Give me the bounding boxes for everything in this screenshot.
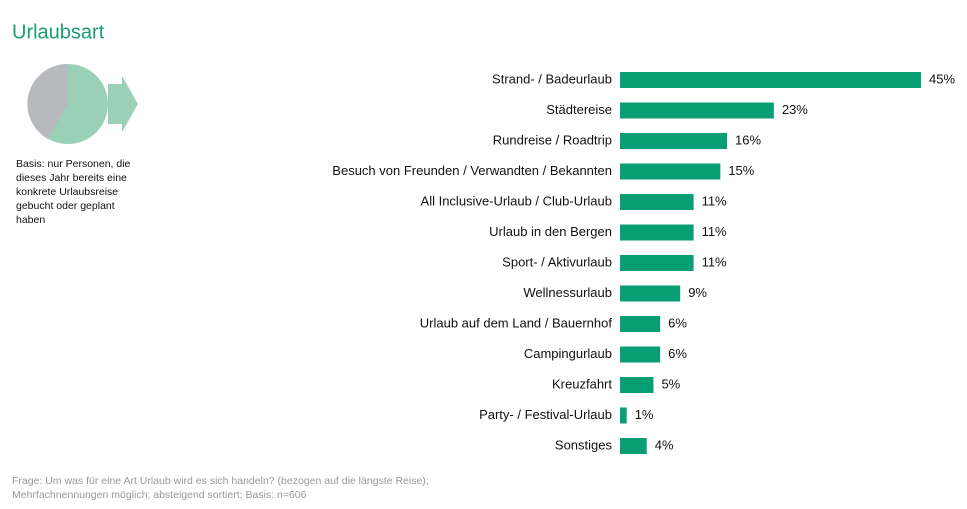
category-label: Wellnessurlaub	[523, 285, 612, 300]
category-label: Sonstiges	[555, 437, 613, 452]
chart-title: Urlaubsart	[12, 21, 105, 43]
note: konkrete Urlaubsreise	[16, 186, 118, 198]
category-label: Campingurlaub	[524, 346, 612, 361]
bar	[620, 438, 647, 454]
bar	[620, 255, 694, 271]
value-label: 4%	[655, 437, 674, 452]
note: Basis: nur Personen, die	[16, 158, 131, 170]
category-label: Rundreise / Roadtrip	[493, 132, 612, 147]
value-label: 11%	[702, 254, 727, 269]
category-label: Besuch von Freunden / Verwandten / Bekan…	[332, 163, 612, 178]
bar	[620, 133, 728, 149]
category-label: Sport- / Aktivurlaub	[502, 254, 612, 269]
footer: Frage: Um was für eine Art Urlaub wird e…	[12, 475, 429, 487]
value-label: 16%	[735, 132, 761, 147]
value-label: 23%	[782, 102, 808, 117]
footer: Mehrfachnennungen möglich; absteigend so…	[12, 489, 307, 501]
value-label: 6%	[668, 346, 687, 361]
basis-icon	[27, 63, 138, 144]
bar	[620, 346, 661, 363]
value-label: 6%	[668, 315, 687, 330]
category-label: All Inclusive-Urlaub / Club-Urlaub	[421, 193, 612, 208]
value-label: 5%	[661, 376, 680, 391]
value-label: 11%	[702, 224, 727, 239]
value-label: 15%	[728, 163, 754, 178]
category-label: Kreuzfahrt	[552, 376, 612, 391]
category-label: Party- / Festival-Urlaub	[479, 407, 612, 422]
bar	[620, 407, 627, 424]
bar	[620, 102, 774, 119]
value-label: 45%	[929, 71, 955, 86]
note: haben	[16, 214, 45, 226]
value-label: 9%	[688, 285, 707, 300]
category-label: Strand- / Badeurlaub	[492, 71, 612, 86]
bar	[620, 316, 661, 332]
bar	[620, 72, 921, 88]
category-label: Urlaub auf dem Land / Bauernhof	[420, 315, 613, 330]
category-label: Städtereise	[546, 102, 612, 117]
note: gebucht oder geplant	[16, 200, 115, 212]
bar	[620, 194, 694, 210]
bar	[620, 285, 681, 302]
note: dieses Jahr bereits eine	[16, 172, 127, 184]
bar	[620, 377, 654, 393]
category-label: Urlaub in den Bergen	[489, 224, 612, 239]
bar	[620, 224, 694, 241]
bar	[620, 163, 721, 180]
value-label: 11%	[702, 193, 727, 208]
value-label: 1%	[635, 407, 654, 422]
